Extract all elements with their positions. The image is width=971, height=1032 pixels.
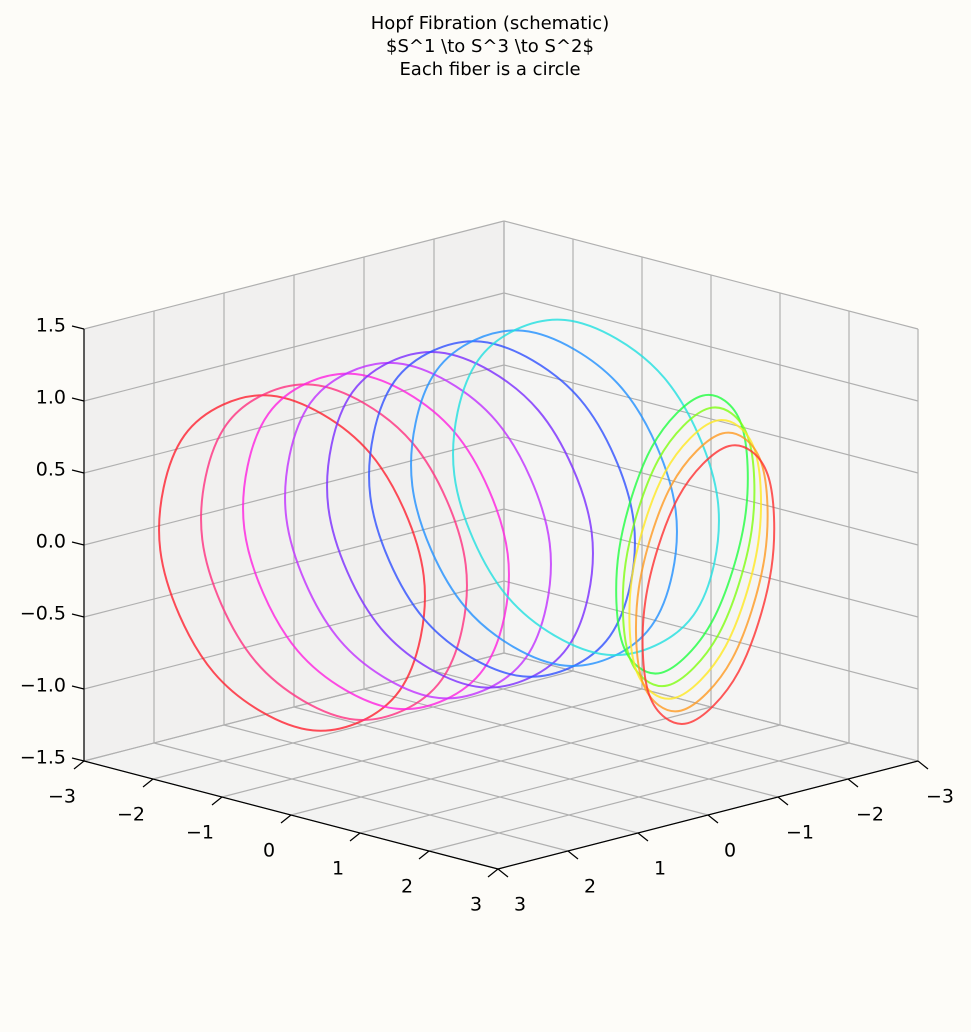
tick-mark [73, 760, 85, 770]
tick-mark [71, 469, 85, 474]
x-tick-label: 3 [470, 894, 482, 916]
grid-line [83, 436, 505, 546]
x-tick-label: −2 [117, 804, 145, 826]
tick-mark [707, 814, 719, 824]
y-tick-label: 1 [654, 858, 666, 880]
tick-mark [71, 541, 85, 546]
fiber [628, 419, 763, 700]
fiber [368, 340, 636, 678]
fiber [641, 444, 776, 725]
x-tick-label: 2 [401, 876, 413, 898]
tick-mark [71, 685, 85, 690]
fiber [242, 372, 510, 711]
y-tick-label: 0 [724, 840, 736, 862]
grid-line [503, 364, 919, 474]
grid-line [503, 292, 919, 402]
grid-line [83, 364, 505, 474]
grid-line [83, 580, 505, 690]
x-tick-label: 1 [332, 858, 344, 880]
fiber [452, 318, 720, 657]
tick-mark [142, 778, 154, 788]
fiber [158, 394, 426, 732]
y-tick-label: −1 [786, 822, 814, 844]
y-tick-label: 3 [514, 894, 526, 916]
grid-line [293, 706, 709, 816]
grid-line [433, 670, 849, 780]
grid-line [83, 292, 505, 402]
fiber [200, 383, 468, 721]
fiber [615, 393, 749, 675]
chart-subtitle: $S^1 \to S^3 \to S^2$ [386, 36, 594, 57]
tick-mark [487, 868, 499, 878]
tick-mark [637, 832, 649, 842]
fiber [621, 406, 756, 688]
fiber [634, 431, 769, 713]
tick-mark [71, 397, 85, 402]
tick-mark [847, 778, 859, 788]
fiber [410, 329, 678, 667]
x-tick-label: −1 [186, 822, 214, 844]
z-tick-label: −1.0 [20, 675, 66, 697]
tick-mark [349, 832, 361, 842]
tick-mark [497, 868, 509, 878]
x-tick-label: 0 [263, 840, 275, 862]
grid-line [503, 436, 919, 546]
y-tick-label: −3 [926, 786, 954, 808]
y-tick-label: −2 [856, 804, 884, 826]
tick-mark [71, 613, 85, 618]
tick-mark [567, 850, 579, 860]
y-tick-label: 2 [584, 876, 596, 898]
grid-line [503, 580, 919, 690]
fiber [284, 361, 552, 700]
tick-mark [71, 757, 85, 762]
tick-mark [418, 850, 430, 860]
z-tick-label: 0.5 [36, 459, 66, 481]
grid-line [503, 508, 919, 618]
grid-line [153, 742, 569, 852]
chart-title: Hopf Fibration (schematic) [371, 13, 609, 34]
grid-line [83, 508, 505, 618]
tick-mark [777, 796, 789, 806]
tick-mark [280, 814, 292, 824]
tick-mark [917, 760, 929, 770]
grid-line [223, 724, 639, 834]
z-tick-label: −0.5 [20, 603, 66, 625]
grid-line [83, 220, 505, 330]
z-tick-label: 0.0 [36, 531, 66, 553]
grid-line [503, 220, 919, 330]
grid-line [363, 688, 779, 798]
tick-mark [211, 796, 223, 806]
x-tick-label: −3 [48, 786, 76, 808]
z-tick-label: −1.5 [20, 747, 66, 769]
tick-mark [71, 325, 85, 330]
fiber [326, 351, 594, 689]
chart-subtitle: Each fiber is a circle [399, 59, 580, 80]
z-tick-label: 1.0 [36, 387, 66, 409]
z-tick-label: 1.5 [36, 315, 66, 337]
